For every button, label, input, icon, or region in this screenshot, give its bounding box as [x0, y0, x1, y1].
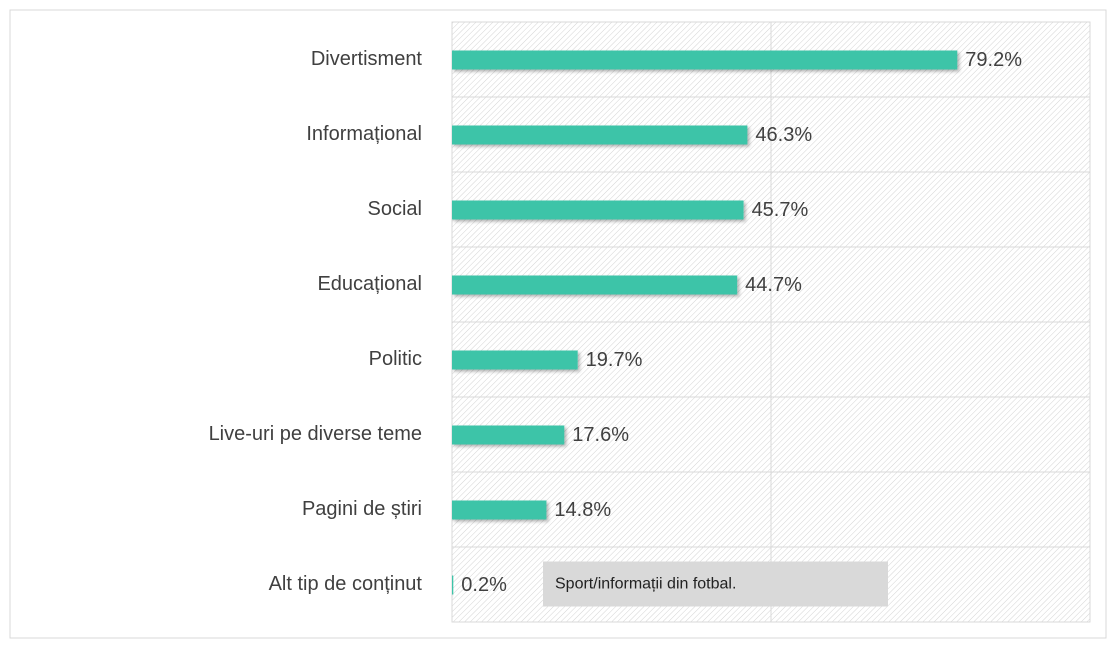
category-label: Live-uri pe diverse teme [209, 423, 422, 445]
category-label: Social [368, 198, 422, 220]
bar [452, 425, 565, 445]
category-label: Alt tip de conținut [269, 573, 423, 595]
value-label: 45.7% [752, 199, 809, 221]
value-label: 0.2% [461, 574, 507, 596]
category-label: Pagini de știri [302, 498, 422, 520]
bar [452, 125, 748, 145]
value-label: 19.7% [586, 349, 643, 371]
category-label: Divertisment [311, 48, 423, 70]
annotation-box [543, 561, 888, 607]
value-label: 17.6% [572, 424, 629, 446]
bar [452, 350, 578, 370]
value-label: 44.7% [745, 274, 802, 296]
category-label: Informațional [306, 123, 422, 145]
bar [452, 275, 738, 295]
bar [452, 575, 454, 595]
value-label: 46.3% [755, 124, 812, 146]
bar [452, 50, 958, 70]
bar [452, 200, 744, 220]
bar [452, 500, 547, 520]
category-label: Politic [369, 348, 422, 370]
annotation: Sport/informații din fotbal. [555, 576, 736, 593]
category-label: Educațional [317, 273, 422, 295]
value-label: 79.2% [965, 49, 1022, 71]
value-label: 14.8% [554, 499, 611, 521]
